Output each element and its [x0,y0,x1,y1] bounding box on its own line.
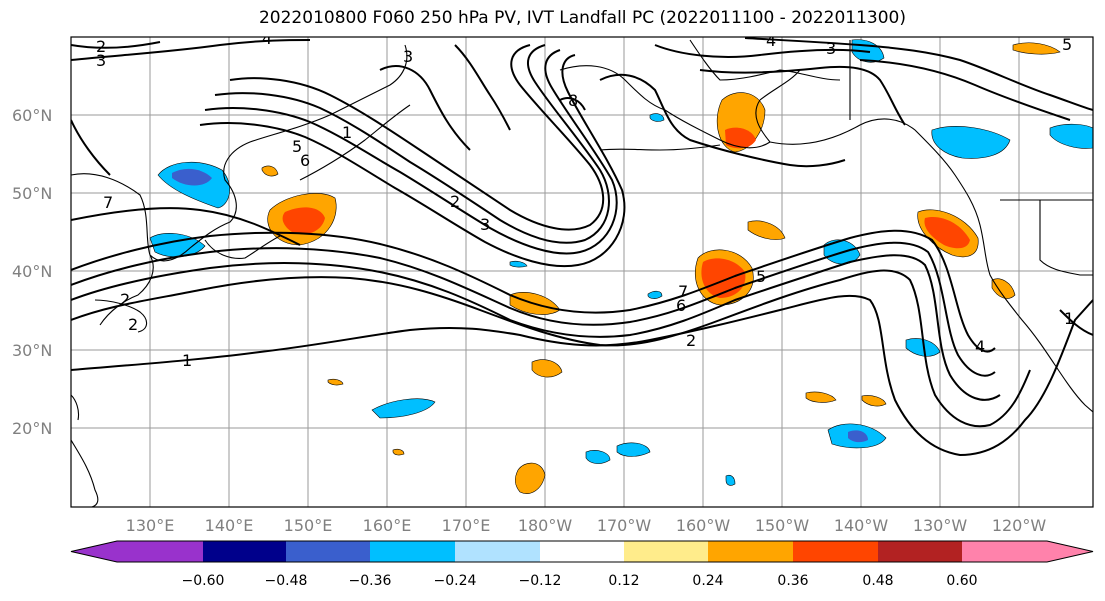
colorbar-tick-label: −0.12 [519,573,562,589]
lat-label: 60°N [12,106,52,125]
colorbar-segment [708,541,793,562]
contour-label: 4 [766,31,776,50]
colorbar-segment [793,541,878,562]
contour-label: 7 [103,193,113,212]
contour-label: 6 [676,296,686,315]
map-title: 2022010800 F060 250 hPa PV, IVT Landfall… [258,8,906,28]
coastlines [71,39,1093,507]
contour-label: 5 [1062,35,1072,54]
colorbar-tick-label: −0.48 [265,573,308,589]
colorbar-extend-right [1047,541,1093,562]
lon-label: 140°W [834,516,889,535]
colorbar-tick-label: 0.60 [946,573,977,589]
lat-label: 20°N [12,419,52,438]
contour-label: 4 [975,337,985,356]
colorbar-segment [540,541,624,562]
lon-label: 160°E [363,516,412,535]
colorbar-tick-label: 0.48 [862,573,893,589]
colorbar-segment [624,541,708,562]
colorbar-outline [70,540,1094,563]
lon-label: 130°E [126,516,175,535]
contour-label: 6 [300,151,310,170]
colorbar-segment [370,541,455,562]
longitude-labels: 130°E 140°E 150°E 160°E 170°E 180°W 170°… [126,516,1047,535]
pv-contours [71,37,1093,457]
colorbar-tick-label: 0.24 [692,573,723,589]
colorbar-segment [203,541,286,562]
map-border [70,36,1094,508]
colorbar [70,540,1094,563]
colorbar-tick-label: −0.60 [182,573,225,589]
contour-label: 5 [292,137,302,156]
colorbar-extend-left [71,541,117,562]
colorbar-segment [878,541,962,562]
colorbar-segment [455,541,540,562]
lon-label: 180°W [518,516,573,535]
contour-label: 2 [128,315,138,334]
contour-label: 4 [262,29,272,48]
lon-label: 120°W [992,516,1047,535]
colorbar-tick-label: 0.36 [777,573,808,589]
colorbar-segment [117,541,203,562]
gridlines [71,37,1093,507]
lon-label: 170°W [597,516,652,535]
colorbar-tick-label: −0.24 [434,573,477,589]
contour-label: 5 [756,267,766,286]
lon-label: 150°E [284,516,333,535]
contour-label: 3 [403,47,413,66]
lon-label: 170°E [442,516,491,535]
contour-label: 2 [96,37,106,56]
contour-label: 1 [182,351,192,370]
contour-label: 8 [568,91,578,110]
lon-label: 150°W [755,516,810,535]
lon-label: 140°E [205,516,254,535]
contour-labels: 2 3 4 1 7 5 6 2 3 8 4 3 5 2 3 7 6 5 2 1 … [96,29,1074,370]
contour-label: 2 [686,331,696,350]
colorbar-tick-label: −0.36 [349,573,392,589]
latitude-labels: 60°N 50°N 40°N 30°N 20°N [12,106,52,438]
contour-label: 2 [450,192,460,211]
lat-label: 40°N [12,262,52,281]
lat-label: 30°N [12,341,52,360]
contour-label: 3 [480,215,490,234]
colorbar-tick-label: 0.12 [608,573,639,589]
colorbar-segment [962,541,1047,562]
contour-label: 3 [826,39,836,58]
contour-label: 3 [96,51,106,70]
contour-label: 2 [120,290,130,309]
contour-label: 1 [1064,309,1074,328]
lon-label: 130°W [913,516,968,535]
lon-label: 160°W [676,516,731,535]
lat-label: 50°N [12,184,52,203]
contour-label: 1 [342,123,352,142]
contour-label: 7 [678,282,688,301]
colorbar-tick-labels: −0.60 −0.48 −0.36 −0.24 −0.12 0.12 0.24 … [182,573,978,589]
colorbar-segment [286,541,370,562]
